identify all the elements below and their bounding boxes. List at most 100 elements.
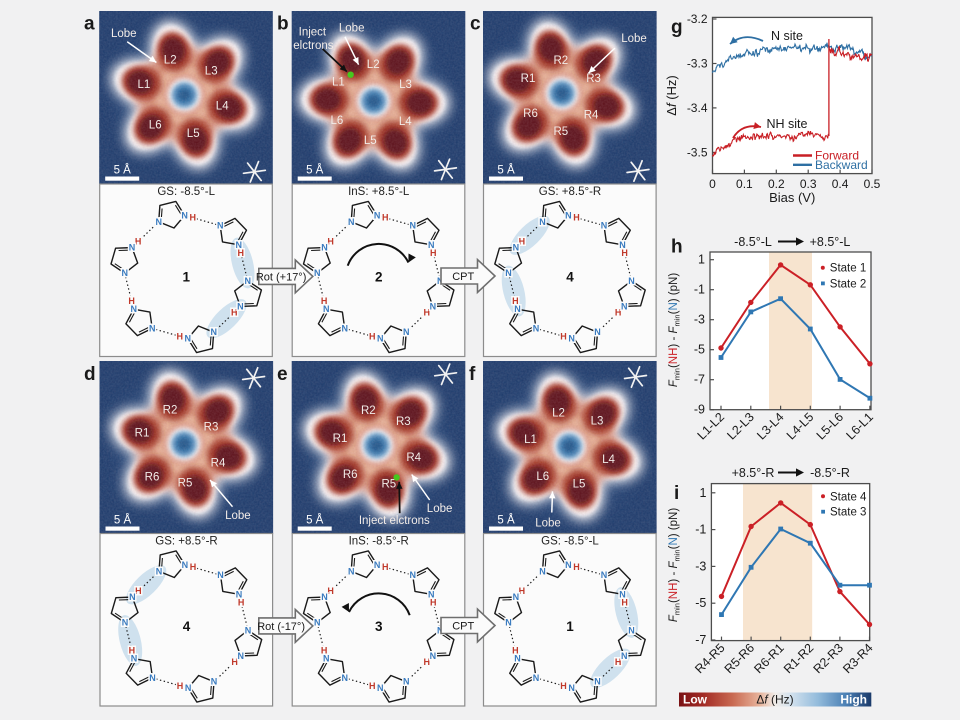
svg-text:-8.5°-L: -8.5°-L xyxy=(734,235,772,249)
svg-text:InS: +8.5°-L: InS: +8.5°-L xyxy=(348,186,410,198)
svg-text:Lobe: Lobe xyxy=(427,503,453,515)
svg-text:Lobe: Lobe xyxy=(225,510,251,522)
svg-text:-3.2: -3.2 xyxy=(687,12,708,26)
svg-text:R3: R3 xyxy=(586,73,601,85)
svg-text:Δf (Hz): Δf (Hz) xyxy=(664,75,679,115)
svg-text:R6: R6 xyxy=(523,108,538,120)
svg-text:0.2: 0.2 xyxy=(768,177,785,191)
svg-text:4: 4 xyxy=(183,619,191,634)
svg-text:State 1: State 1 xyxy=(830,263,866,275)
svg-text:R5: R5 xyxy=(381,479,396,491)
svg-text:R2: R2 xyxy=(553,55,568,67)
svg-text:Lobe: Lobe xyxy=(339,23,365,35)
svg-text:R4: R4 xyxy=(584,110,599,122)
svg-text:L2: L2 xyxy=(552,408,565,420)
svg-text:h: h xyxy=(671,237,683,258)
svg-text:e: e xyxy=(277,364,288,385)
svg-text:L1: L1 xyxy=(332,77,345,89)
svg-text:State 3: State 3 xyxy=(830,507,866,519)
svg-text:R5: R5 xyxy=(178,478,193,490)
svg-text:-5: -5 xyxy=(694,343,705,357)
svg-text:L3: L3 xyxy=(591,415,604,427)
svg-text:L6: L6 xyxy=(536,471,549,483)
svg-text:1: 1 xyxy=(699,486,706,500)
svg-text:0.3: 0.3 xyxy=(800,177,817,191)
svg-text:5 Å: 5 Å xyxy=(306,164,324,177)
svg-text:R2: R2 xyxy=(361,405,376,417)
svg-text:+8.5°-R: +8.5°-R xyxy=(732,466,775,480)
svg-text:L1: L1 xyxy=(524,434,537,446)
svg-text:L3: L3 xyxy=(205,66,218,78)
svg-text:L2: L2 xyxy=(367,59,380,71)
svg-text:Lobe: Lobe xyxy=(111,28,137,40)
svg-text:InS: -8.5°-R: InS: -8.5°-R xyxy=(349,536,409,548)
svg-text:L3: L3 xyxy=(399,79,412,91)
svg-text:0.4: 0.4 xyxy=(832,177,849,191)
svg-text:L1: L1 xyxy=(138,79,151,91)
svg-text:-7: -7 xyxy=(694,373,705,387)
svg-text:R1: R1 xyxy=(521,73,536,85)
svg-text:Rot (+17°): Rot (+17°) xyxy=(256,271,307,283)
svg-text:NH site: NH site xyxy=(767,117,808,131)
svg-text:State 4: State 4 xyxy=(830,491,867,503)
svg-text:c: c xyxy=(470,14,481,35)
svg-text:L6: L6 xyxy=(149,120,162,132)
svg-text:L4: L4 xyxy=(602,454,615,466)
svg-text:Fmin(NH) - Fmin(N) (pN): Fmin(NH) - Fmin(N) (pN) xyxy=(668,508,682,622)
svg-text:-1: -1 xyxy=(695,523,706,537)
svg-text:L2: L2 xyxy=(164,55,177,67)
svg-text:Δf (Hz): Δf (Hz) xyxy=(756,693,793,707)
svg-text:L4: L4 xyxy=(216,101,229,113)
svg-text:R2: R2 xyxy=(163,405,178,417)
svg-text:Inject: Inject xyxy=(299,26,327,38)
svg-text:Forward: Forward xyxy=(815,149,859,163)
svg-text:Low: Low xyxy=(683,693,708,707)
svg-text:5 Å: 5 Å xyxy=(306,514,324,527)
svg-text:0.5: 0.5 xyxy=(864,177,881,191)
svg-text:g: g xyxy=(671,17,683,38)
svg-text:-3: -3 xyxy=(695,559,706,573)
svg-text:1: 1 xyxy=(566,619,574,634)
svg-text:R4: R4 xyxy=(211,458,226,470)
svg-text:R1: R1 xyxy=(333,433,348,445)
svg-text:GS: -8.5°-L: GS: -8.5°-L xyxy=(157,186,215,198)
svg-text:Bias (V): Bias (V) xyxy=(769,190,815,205)
svg-text:CPT: CPT xyxy=(452,621,474,633)
svg-text:2: 2 xyxy=(375,270,383,285)
svg-text:R6: R6 xyxy=(343,469,358,481)
svg-text:N site: N site xyxy=(771,29,803,43)
svg-text:R1: R1 xyxy=(135,428,150,440)
svg-text:4: 4 xyxy=(566,270,574,285)
svg-text:3: 3 xyxy=(375,619,383,634)
svg-text:1: 1 xyxy=(698,253,705,267)
svg-text:GS: +8.5°-R: GS: +8.5°-R xyxy=(539,186,601,198)
svg-text:+8.5°-L: +8.5°-L xyxy=(810,235,851,249)
svg-text:R3: R3 xyxy=(396,416,411,428)
svg-text:-1: -1 xyxy=(694,283,705,297)
svg-text:High: High xyxy=(840,693,867,707)
svg-text:Lobe: Lobe xyxy=(621,33,647,45)
svg-text:a: a xyxy=(84,14,95,35)
svg-text:f: f xyxy=(469,364,476,385)
svg-text:L6: L6 xyxy=(331,115,344,127)
svg-text:-3.5: -3.5 xyxy=(687,145,708,159)
svg-text:CPT: CPT xyxy=(452,271,474,283)
svg-text:b: b xyxy=(277,14,289,35)
svg-text:State 2: State 2 xyxy=(830,278,866,290)
svg-text:R6: R6 xyxy=(145,472,160,484)
svg-text:5 Å: 5 Å xyxy=(114,164,132,177)
svg-text:i: i xyxy=(674,483,679,504)
svg-text:R4: R4 xyxy=(406,452,421,464)
svg-text:5 Å: 5 Å xyxy=(497,164,515,177)
svg-text:R5: R5 xyxy=(553,126,568,138)
svg-text:elctrons: elctrons xyxy=(293,40,334,52)
svg-text:-8.5°-R: -8.5°-R xyxy=(810,466,850,480)
svg-text:Rot (-17°): Rot (-17°) xyxy=(257,621,305,633)
svg-text:L5: L5 xyxy=(187,128,200,140)
svg-text:-3.4: -3.4 xyxy=(687,101,708,115)
svg-text:Inject elctrons: Inject elctrons xyxy=(359,515,430,527)
svg-text:-9: -9 xyxy=(694,403,705,417)
svg-text:Backward: Backward xyxy=(815,158,868,172)
svg-text:1: 1 xyxy=(182,270,190,285)
svg-text:R3: R3 xyxy=(204,422,219,434)
